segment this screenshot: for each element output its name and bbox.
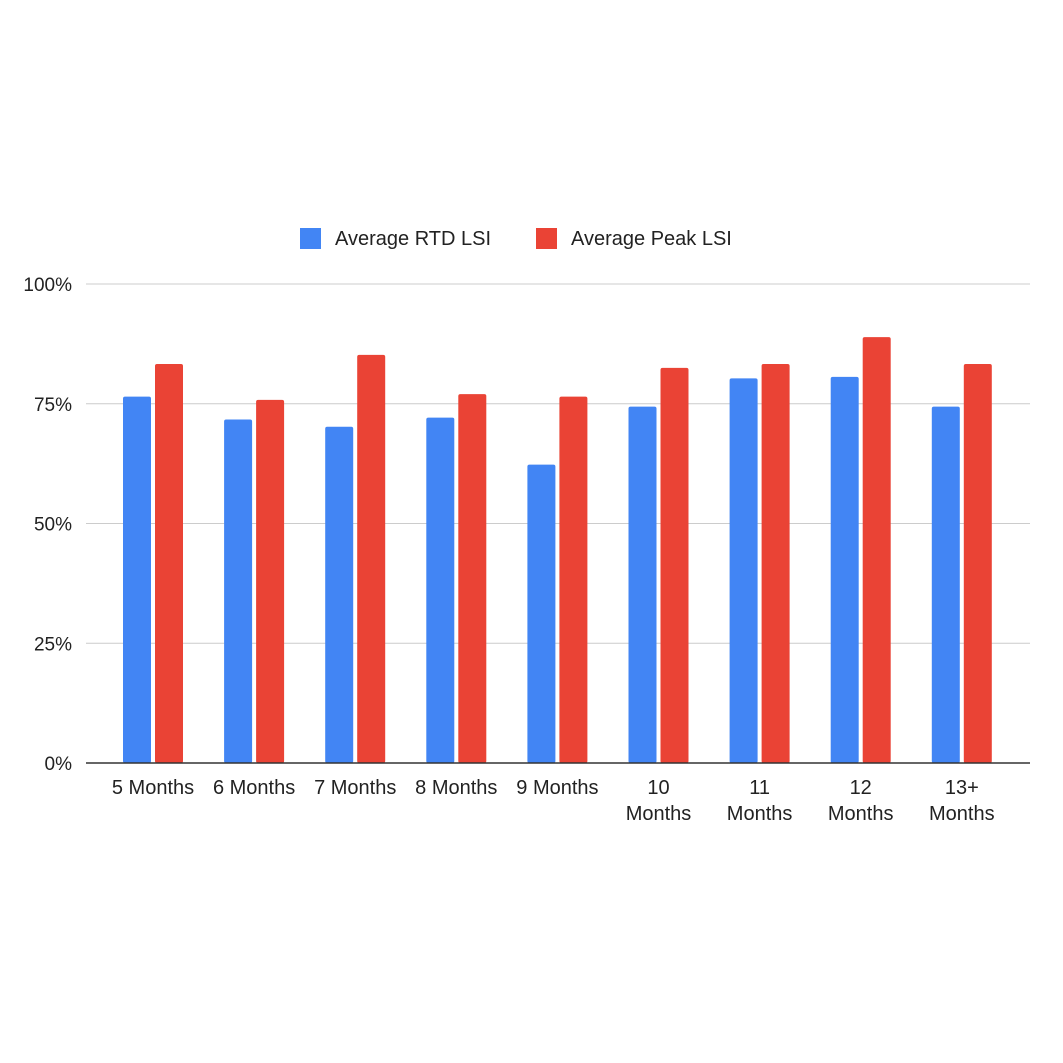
legend: Average RTD LSI Average Peak LSI <box>300 228 732 250</box>
legend-swatch-peak <box>536 228 557 249</box>
bar-rtd <box>325 426 354 763</box>
bar-rtd <box>830 376 859 763</box>
x-category-label: 9 Months <box>516 777 598 799</box>
bar-rtd <box>931 406 960 763</box>
bar-peak <box>256 399 285 763</box>
y-tick-label: 75% <box>34 395 72 416</box>
x-category-label: 7 Months <box>314 777 396 799</box>
y-tick-label: 25% <box>34 634 72 655</box>
x-category-label: 5 Months <box>112 777 194 799</box>
legend-label-rtd: Average RTD LSI <box>335 228 491 250</box>
legend-swatch-rtd <box>300 228 321 249</box>
x-category-label: Months <box>626 803 692 825</box>
y-axis-tick-labels: 0% 25% 50% 75% 100% <box>23 275 72 775</box>
y-tick-label: 100% <box>23 275 72 296</box>
bar-rtd <box>527 464 556 763</box>
bar-peak <box>963 363 992 763</box>
bar-rtd <box>123 396 151 763</box>
x-category-label: 8 Months <box>415 777 497 799</box>
x-axis-category-labels: 5 Months 6 Months 7 Months 8 Months 9 Months… <box>112 777 995 825</box>
bar-peak <box>357 354 386 763</box>
bar-rtd <box>729 378 758 763</box>
x-category-label: Months <box>828 803 894 825</box>
bar-rtd <box>224 419 253 763</box>
y-tick-label: 50% <box>34 515 72 536</box>
x-category-label: 11 <box>749 777 770 799</box>
bars <box>123 337 992 763</box>
bar-rtd <box>628 406 657 763</box>
x-category-label: 12 <box>850 777 872 799</box>
x-category-label: 6 Months <box>213 777 295 799</box>
bar-peak <box>660 367 689 763</box>
bar-peak <box>862 337 891 763</box>
x-category-label: Months <box>727 803 793 825</box>
y-tick-label: 0% <box>45 754 73 775</box>
bar-peak <box>559 396 588 763</box>
x-category-label: 13+ <box>945 777 979 799</box>
legend-label-peak: Average Peak LSI <box>571 228 732 250</box>
bar-peak <box>761 363 790 763</box>
bar-peak <box>458 394 487 763</box>
x-category-label: 10 <box>647 777 669 799</box>
x-category-label: Months <box>929 803 995 825</box>
bar-peak <box>155 363 183 763</box>
bar-rtd <box>426 417 455 763</box>
